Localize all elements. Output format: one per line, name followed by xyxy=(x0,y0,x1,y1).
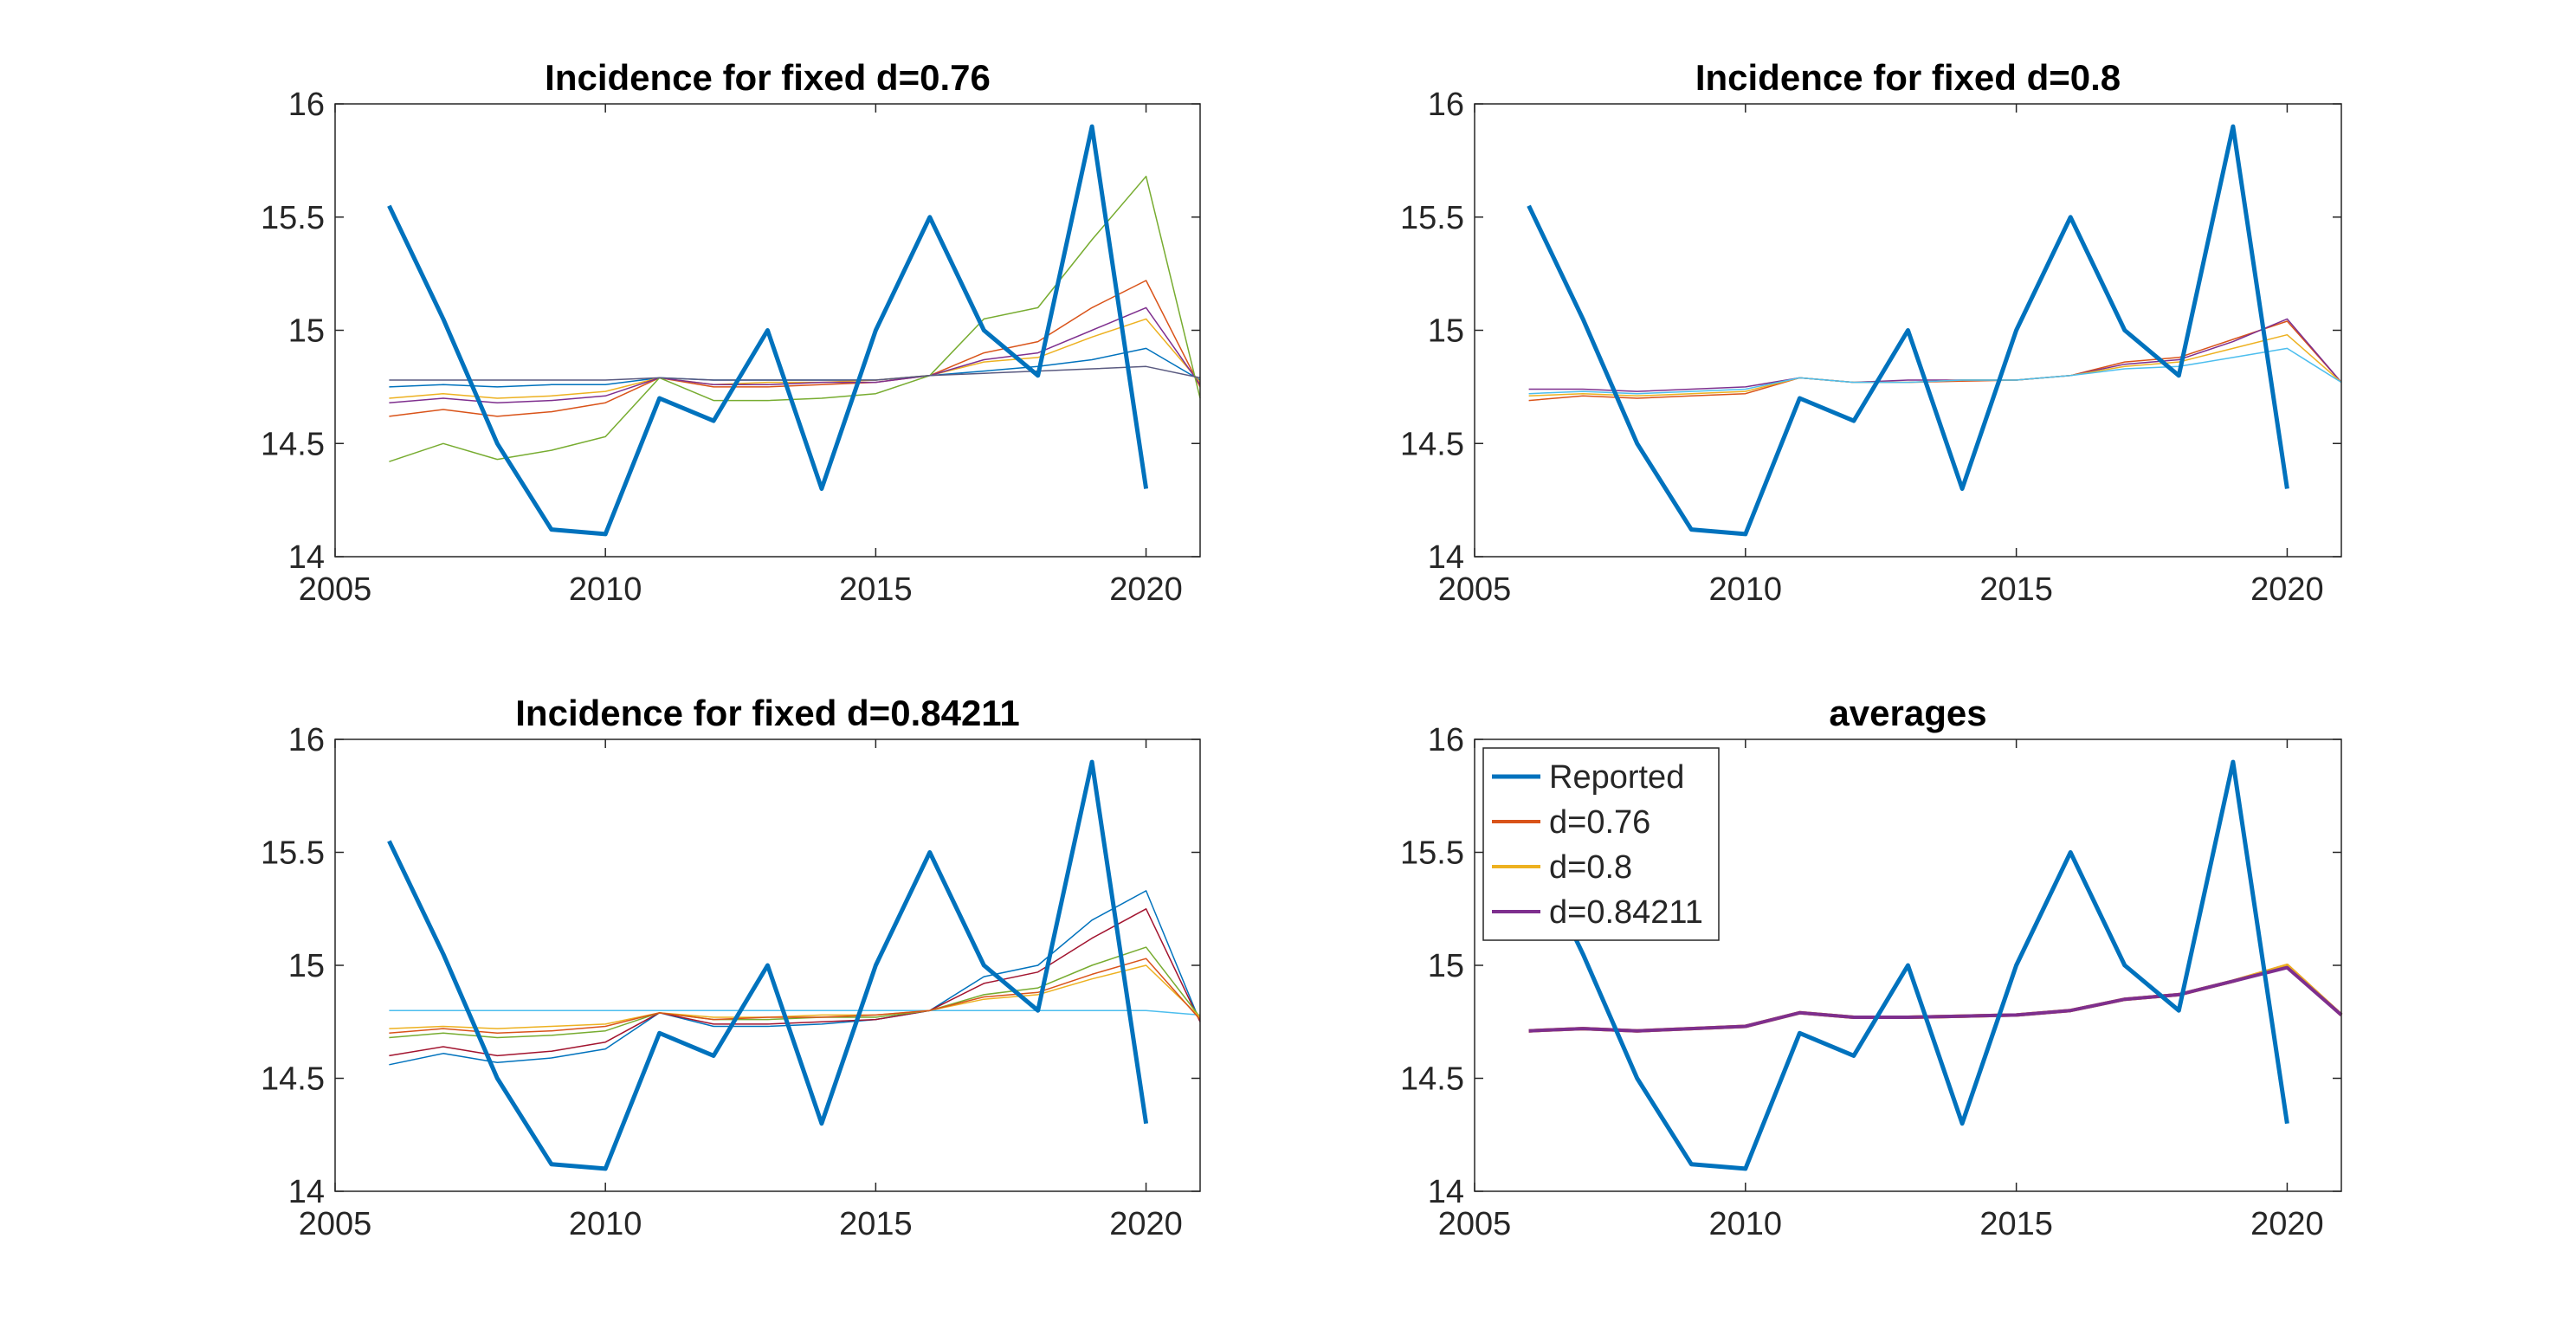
subplot: Incidence for fixed d=0.76 2005 2010 2015 20… xyxy=(261,57,1201,608)
series-line xyxy=(389,318,1201,399)
x-tick-label: 2010 xyxy=(1709,1206,1783,1242)
x-tick-label: 2010 xyxy=(1709,571,1783,608)
chart-title: averages xyxy=(1829,693,1986,733)
series-line xyxy=(387,124,1149,537)
y-tick-label: 16 xyxy=(288,722,325,758)
x-tick-label: 2020 xyxy=(2250,571,2324,608)
series-line xyxy=(1527,759,2289,1171)
x-tick-label: 2015 xyxy=(1979,571,2053,608)
chart-title: Incidence for fixed d=0.76 xyxy=(545,57,991,98)
series-line xyxy=(389,964,1201,1029)
y-tick-label: 15.5 xyxy=(261,200,325,236)
series-line xyxy=(1528,347,2342,395)
x-tick-label: 2020 xyxy=(2250,1206,2324,1242)
series-line xyxy=(389,280,1201,417)
subplot: Incidence for fixed d=0.84211 2005 2010 201… xyxy=(261,693,1201,1242)
y-tick-label: 14.5 xyxy=(1400,1061,1464,1098)
y-tick-label: 16 xyxy=(1428,87,1464,123)
series-line xyxy=(389,946,1201,1039)
x-tick-label: 2005 xyxy=(299,571,372,608)
series-line xyxy=(1527,124,2289,537)
legend-label: d=0.8 xyxy=(1549,849,1632,886)
y-tick-label: 15 xyxy=(1428,948,1464,984)
x-tick-label: 2015 xyxy=(839,571,913,608)
x-tick-label: 2015 xyxy=(1979,1206,2053,1242)
series-line xyxy=(389,1009,1201,1016)
x-tick-label: 2015 xyxy=(839,1206,913,1242)
y-tick-label: 14 xyxy=(1428,1174,1464,1210)
series-line xyxy=(389,958,1201,1035)
y-tick-label: 14 xyxy=(288,1174,325,1210)
series-line xyxy=(389,365,1201,381)
y-tick-label: 15.5 xyxy=(1400,200,1464,236)
x-tick-label: 2010 xyxy=(569,1206,642,1242)
series-line xyxy=(1528,965,2343,1033)
series-line xyxy=(389,908,1201,1057)
x-tick-label: 2010 xyxy=(569,571,642,608)
x-tick-label: 2005 xyxy=(1438,1206,1512,1242)
legend-label: d=0.84211 xyxy=(1549,894,1703,931)
x-tick-label: 2020 xyxy=(1109,1206,1183,1242)
y-tick-label: 14 xyxy=(1428,539,1464,576)
series-line xyxy=(387,759,1149,1171)
x-tick-label: 2005 xyxy=(1438,571,1512,608)
x-tick-label: 2020 xyxy=(1109,571,1183,608)
y-tick-label: 14 xyxy=(288,539,325,576)
legend-label: Reported xyxy=(1549,759,1684,796)
x-tick-label: 2005 xyxy=(299,1206,372,1242)
subplot: Incidence for fixed d=0.8 2005 2010 2015 202… xyxy=(1400,57,2342,608)
series-line xyxy=(389,175,1201,462)
y-tick-label: 16 xyxy=(1428,722,1464,758)
y-tick-label: 15.5 xyxy=(261,835,325,872)
y-tick-label: 14.5 xyxy=(1400,426,1464,462)
y-tick-label: 14.5 xyxy=(261,426,325,462)
chart-title: Incidence for fixed d=0.8 xyxy=(1695,57,2121,98)
y-tick-label: 15 xyxy=(1428,313,1464,350)
y-tick-label: 15 xyxy=(288,948,325,984)
y-tick-label: 15.5 xyxy=(1400,835,1464,872)
y-tick-label: 14.5 xyxy=(261,1061,325,1098)
legend-label: d=0.76 xyxy=(1549,804,1650,841)
legend: Reported d=0.76 d=0.8 d=0.84211 xyxy=(1482,747,1720,941)
series-line xyxy=(389,306,1201,403)
y-tick-label: 15 xyxy=(288,313,325,350)
chart-title: Incidence for fixed d=0.84211 xyxy=(515,693,1019,733)
series-line xyxy=(389,890,1201,1066)
series-line xyxy=(1528,318,2342,392)
legend-box xyxy=(1482,747,1720,941)
subplot: averages 2005 2010 2015 2020 14 14.5 15 15.5 16 Re… xyxy=(1400,693,2343,1242)
y-tick-label: 16 xyxy=(288,87,325,123)
